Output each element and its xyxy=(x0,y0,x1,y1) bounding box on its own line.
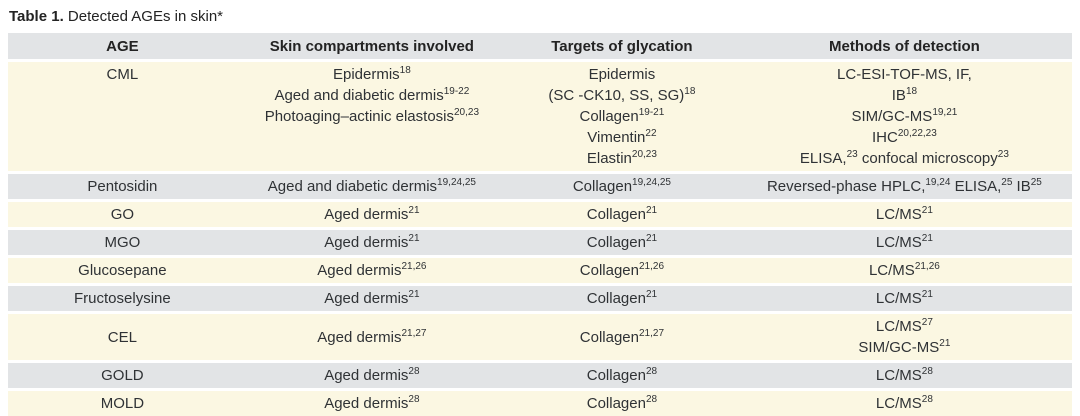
table-row-go: GO Aged dermis21 Collagen21 LC/MS21 xyxy=(8,202,1072,227)
table-caption: Detected AGEs in skin* xyxy=(67,8,223,25)
age-cell: GO xyxy=(8,202,237,227)
table-row-pentosidin: Pentosidin Aged and diabetic dermis19,24,… xyxy=(8,174,1072,199)
compartments-cell: Aged dermis21,26 xyxy=(236,258,507,283)
age-cell: CEL xyxy=(8,314,237,360)
targets-cell: Collagen28 xyxy=(507,391,737,416)
age-cell: Pentosidin xyxy=(8,174,237,199)
col-header-age: AGE xyxy=(8,33,237,59)
table-row-mold: MOLD Aged dermis28 Collagen28 LC/MS28 xyxy=(8,391,1072,416)
targets-cell: Collagen21 xyxy=(507,202,737,227)
targets-cell: Collagen28 xyxy=(507,363,737,388)
targets-cell: Collagen21,26 xyxy=(507,258,737,283)
methods-cell: Reversed-phase HPLC,19,24 ELISA,25 IB25 xyxy=(736,174,1072,199)
table-row-mgo: MGO Aged dermis21 Collagen21 LC/MS21 xyxy=(8,230,1072,255)
table-row-gold: GOLD Aged dermis28 Collagen28 LC/MS28 xyxy=(8,363,1072,388)
compartments-cell: Aged dermis28 xyxy=(236,363,507,388)
table-number-label: Table 1. xyxy=(9,8,64,25)
age-cell: CML xyxy=(8,62,237,171)
age-cell: Fructoselysine xyxy=(8,286,237,311)
targets-cell: Collagen21 xyxy=(507,230,737,255)
table-row-fructoselysine: Fructoselysine Aged dermis21 Collagen21 LC/… xyxy=(8,286,1072,311)
table-body: CML Epidermis18 Aged and diabetic dermis19… xyxy=(8,62,1072,416)
compartments-cell: Aged and diabetic dermis19,24,25 xyxy=(236,174,507,199)
col-header-methods: Methods of detection xyxy=(736,33,1072,59)
methods-cell: LC-ESI-TOF-MS, IF, IB18 SIM/GC-MS19,21 IHC2… xyxy=(736,62,1072,171)
methods-cell: LC/MS27 SIM/GC-MS21 xyxy=(736,314,1072,360)
table-title: Table 1. Detected AGEs in skin* xyxy=(8,5,1072,30)
methods-cell: LC/MS21 xyxy=(736,230,1072,255)
targets-cell: Collagen21 xyxy=(507,286,737,311)
table-row-glucosepane: Glucosepane Aged dermis21,26 Collagen21,26… xyxy=(8,258,1072,283)
table-row-cel: CEL Aged dermis21,27 Collagen21,27 LC/MS27 S… xyxy=(8,314,1072,360)
col-header-targets: Targets of glycation xyxy=(507,33,737,59)
ages-table: AGE Skin compartments involved Targets o… xyxy=(8,30,1072,416)
age-cell: GOLD xyxy=(8,363,237,388)
methods-cell: LC/MS28 xyxy=(736,391,1072,416)
compartments-cell: Aged dermis28 xyxy=(236,391,507,416)
methods-cell: LC/MS21,26 xyxy=(736,258,1072,283)
header-row: AGE Skin compartments involved Targets o… xyxy=(8,33,1072,59)
targets-cell: Epidermis (SC -CK10, SS, SG)18 Collagen19-… xyxy=(507,62,737,171)
targets-cell: Collagen21,27 xyxy=(507,314,737,360)
compartments-cell: Aged dermis21 xyxy=(236,202,507,227)
age-cell: Glucosepane xyxy=(8,258,237,283)
compartments-cell: Aged dermis21 xyxy=(236,286,507,311)
age-cell: MOLD xyxy=(8,391,237,416)
methods-cell: LC/MS21 xyxy=(736,286,1072,311)
age-cell: MGO xyxy=(8,230,237,255)
compartments-cell: Aged dermis21,27 xyxy=(236,314,507,360)
col-header-compartments: Skin compartments involved xyxy=(236,33,507,59)
compartments-cell: Aged dermis21 xyxy=(236,230,507,255)
compartments-cell: Epidermis18 Aged and diabetic dermis19-22… xyxy=(236,62,507,171)
methods-cell: LC/MS21 xyxy=(736,202,1072,227)
table-row-cml: CML Epidermis18 Aged and diabetic dermis19… xyxy=(8,62,1072,171)
methods-cell: LC/MS28 xyxy=(736,363,1072,388)
targets-cell: Collagen19,24,25 xyxy=(507,174,737,199)
